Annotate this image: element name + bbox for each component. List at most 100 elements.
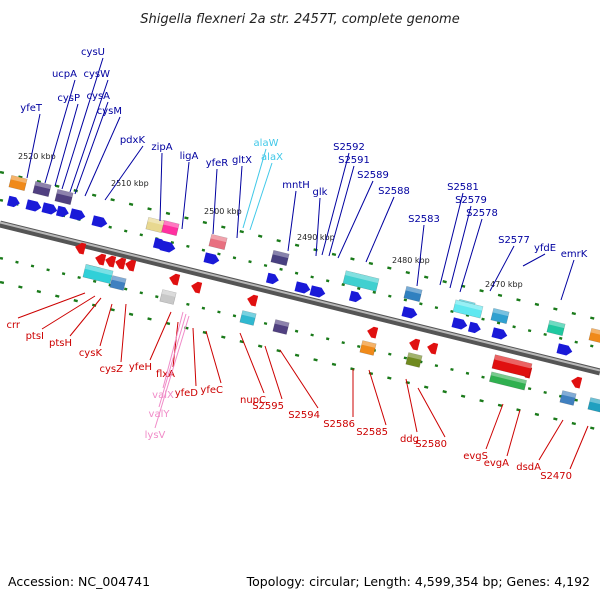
scale-tick-row — [0, 170, 600, 322]
gene-label-reverse[interactable]: S2586 — [323, 369, 355, 430]
gene-arrow — [95, 253, 107, 266]
gene-label-reverse[interactable]: yfeD — [175, 327, 199, 399]
leader-line — [489, 245, 515, 292]
gene-label-reverse[interactable]: evgS — [463, 403, 504, 462]
leader-line — [84, 116, 121, 197]
gene-arrow — [191, 281, 203, 294]
gene-label-forward[interactable]: S2581 — [439, 182, 479, 286]
leader-line — [506, 409, 521, 457]
gene-label-reverse[interactable]: cysZ — [100, 303, 127, 375]
gene-label-forward[interactable]: emrK — [560, 249, 588, 301]
gene-label-forward[interactable]: S2579 — [449, 195, 487, 289]
leader-line — [120, 303, 127, 363]
gene-name: ptsH — [49, 338, 72, 349]
map-title: Shigella flexneri 2a str. 2457T, complet… — [140, 12, 459, 27]
gene-arrow — [91, 215, 108, 228]
gene-label-forward[interactable]: ucpA — [44, 69, 77, 184]
gene-name: S2581 — [447, 182, 479, 193]
gene-label-forward[interactable]: ligA — [180, 151, 199, 230]
leader-line — [154, 315, 190, 429]
gene-name: S2586 — [323, 419, 355, 430]
gene-label-reverse-rna[interactable]: valY — [149, 313, 187, 420]
gene-label-reverse[interactable]: flxA — [156, 321, 179, 380]
gene-label-forward[interactable]: glk — [313, 187, 328, 257]
gene-label-reverse[interactable]: S2580 — [415, 387, 447, 450]
gene-arrow — [367, 326, 379, 339]
gene-label-forward[interactable]: cysU — [61, 47, 105, 190]
gene-arrow — [467, 321, 481, 334]
scale-tick-row — [0, 280, 600, 432]
gene-label-reverse-rna[interactable]: valX — [152, 311, 184, 401]
gene-name: cysM — [97, 106, 122, 117]
gene-name: yfeT — [20, 103, 43, 114]
gene-label-forward[interactable]: S2589 — [337, 170, 389, 259]
gene-label-reverse[interactable]: cysK — [79, 303, 113, 359]
gene-label-forward[interactable]: pdxK — [104, 135, 145, 201]
gene-name: dsdA — [516, 462, 541, 473]
gene-label-forward[interactable]: gltX — [232, 155, 252, 239]
gene-name: ucpA — [52, 69, 77, 80]
gene-arrow — [491, 327, 508, 340]
gene-name: S2580 — [415, 439, 447, 450]
gene-label-forward[interactable]: cysA — [74, 91, 110, 195]
leader-line — [287, 190, 297, 252]
gene-label-reverse[interactable]: evgA — [484, 409, 521, 469]
gene-label-reverse[interactable]: ptsH — [49, 297, 102, 349]
leader-line — [405, 378, 418, 433]
gene-labels: yfeT ucpA cysP cysU cysW cysA cysM pdxK zipA ligA… — [6, 47, 589, 482]
scale-label: 2490 kbp — [297, 233, 335, 242]
leader-line — [242, 148, 267, 229]
gene-name: evgS — [463, 451, 488, 462]
gene-label-reverse[interactable]: S2594 — [279, 349, 320, 421]
gene-label-forward[interactable]: zipA — [151, 142, 173, 222]
gene-label-forward[interactable]: S2591 — [328, 155, 370, 257]
gene-name: gltX — [232, 155, 252, 166]
gene-label-forward[interactable]: yfeR — [206, 158, 229, 235]
leader-line — [485, 403, 504, 450]
gene-label-forward[interactable]: S2577 — [489, 235, 530, 292]
leader-line — [321, 152, 350, 256]
leader-line — [264, 345, 283, 400]
gene-label-reverse[interactable]: ddg — [400, 378, 419, 445]
gene-name: cysK — [79, 348, 103, 359]
gene-label-reverse[interactable]: S2595 — [252, 345, 284, 412]
gene-label-forward[interactable]: yfdE — [522, 243, 556, 267]
gene-label-reverse[interactable]: nupC — [239, 332, 266, 406]
leader-line — [74, 101, 109, 195]
gene-label-reverse[interactable]: ptsI — [26, 295, 96, 342]
leader-line — [26, 113, 41, 179]
gene-arrow — [115, 257, 127, 270]
gene-name: alaX — [261, 152, 283, 163]
leader-line — [181, 161, 190, 230]
leader-line — [99, 303, 113, 347]
gene-name: S2589 — [357, 170, 389, 181]
gene-label-forward[interactable]: yfeT — [20, 103, 43, 179]
gene-label-forward-rna[interactable]: alaX — [249, 152, 283, 231]
gene-label-reverse[interactable]: S2585 — [356, 369, 388, 438]
gene-label-reverse[interactable]: yfeH — [129, 311, 172, 373]
gene-name: S2595 — [252, 401, 284, 412]
gene-label-reverse[interactable]: dsdA — [516, 419, 564, 473]
gene-arrow — [55, 205, 69, 218]
gene-label-forward[interactable]: mntH — [282, 180, 310, 252]
gene-label-reverse[interactable]: yfeC — [200, 330, 223, 396]
gene-label-reverse-rna[interactable]: lysV — [145, 315, 190, 441]
gene-block — [159, 289, 177, 305]
leader-line — [69, 79, 109, 193]
gene-label-forward[interactable]: S2583 — [408, 214, 440, 287]
gene-label-forward[interactable]: cysW — [69, 69, 110, 193]
gene-label-reverse[interactable]: S2470 — [540, 425, 589, 482]
gene-block — [405, 352, 423, 368]
gene-label-forward[interactable]: S2578 — [459, 208, 498, 293]
gene-label-reverse[interactable]: crr — [6, 292, 86, 331]
leader-line — [212, 168, 218, 235]
gene-arrow — [247, 294, 259, 307]
leader-line — [569, 425, 589, 470]
gene-block — [270, 249, 290, 267]
gene-label-forward[interactable]: cysP — [54, 93, 80, 187]
gene-label-forward[interactable]: S2592 — [321, 142, 365, 256]
gene-label-forward[interactable]: S2588 — [365, 186, 410, 263]
gene-label-forward-rna[interactable]: alaW — [242, 138, 279, 229]
gene-label-forward[interactable]: cysM — [84, 106, 122, 197]
